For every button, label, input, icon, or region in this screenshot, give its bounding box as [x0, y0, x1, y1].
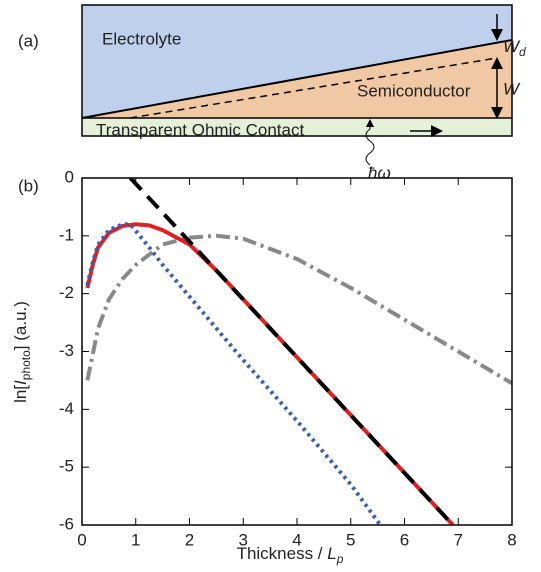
x-tick-label: 5	[346, 530, 355, 549]
x-tick-label: 1	[131, 530, 140, 549]
y-label-suffix: ] (a.u.)	[11, 301, 30, 350]
w-label: W	[503, 79, 521, 98]
y-tick-label: -4	[59, 399, 74, 418]
y-tick-label: -3	[59, 341, 74, 360]
x-tick-label: 7	[454, 530, 463, 549]
x-tick-label: 3	[239, 530, 248, 549]
photon-label: ħω	[368, 163, 391, 182]
x-tick-label: 2	[185, 530, 194, 549]
x-tick-label: 4	[292, 530, 301, 549]
diagram-frame	[81, 4, 513, 137]
y-label-prefix: ln[	[11, 385, 30, 403]
y-tick-label: -6	[59, 514, 74, 533]
y-label-sub: photo	[19, 350, 33, 380]
x-axis-label: Thickness / Lp	[237, 544, 344, 566]
x-label-var: L	[327, 544, 336, 563]
series-line	[85, 222, 455, 525]
y-tick-label: 0	[65, 167, 74, 186]
y-tick-label: -5	[59, 457, 74, 476]
electrolyte-label: Electrolyte	[102, 29, 181, 48]
interface-line	[81, 39, 513, 119]
panel-label: (b)	[18, 176, 39, 195]
wd-sub: d	[519, 45, 526, 59]
contact-region	[82, 118, 512, 136]
contact-label: Transparent Ohmic Contact	[96, 120, 304, 139]
panel-label: (a)	[18, 31, 39, 50]
wd-main: W	[503, 37, 521, 56]
depletion-edge	[129, 57, 498, 119]
x-tick-label: 8	[507, 530, 516, 549]
wd-label: Wd	[503, 37, 526, 59]
series-line	[85, 233, 512, 386]
series-line	[85, 222, 382, 525]
y-axis-label: ln[Iphoto] (a.u.)	[11, 301, 33, 403]
series-line	[128, 178, 455, 525]
y-label-var: I	[11, 380, 30, 385]
plot-frame	[81, 177, 513, 526]
semiconductor-label: Semiconductor	[357, 81, 471, 100]
x-tick-label: 0	[77, 530, 86, 549]
x-label-text: Thickness /	[237, 544, 328, 563]
y-tick-label: -1	[59, 225, 74, 244]
x-label-sub: p	[336, 552, 344, 566]
y-tick-label: -2	[59, 283, 74, 302]
plot: 0 1 2 3 4 5 6 7 8 0 -1 -2 -3 -4 -5 -6	[59, 167, 517, 549]
photon-wave	[365, 119, 375, 166]
x-tick-label: 6	[400, 530, 409, 549]
